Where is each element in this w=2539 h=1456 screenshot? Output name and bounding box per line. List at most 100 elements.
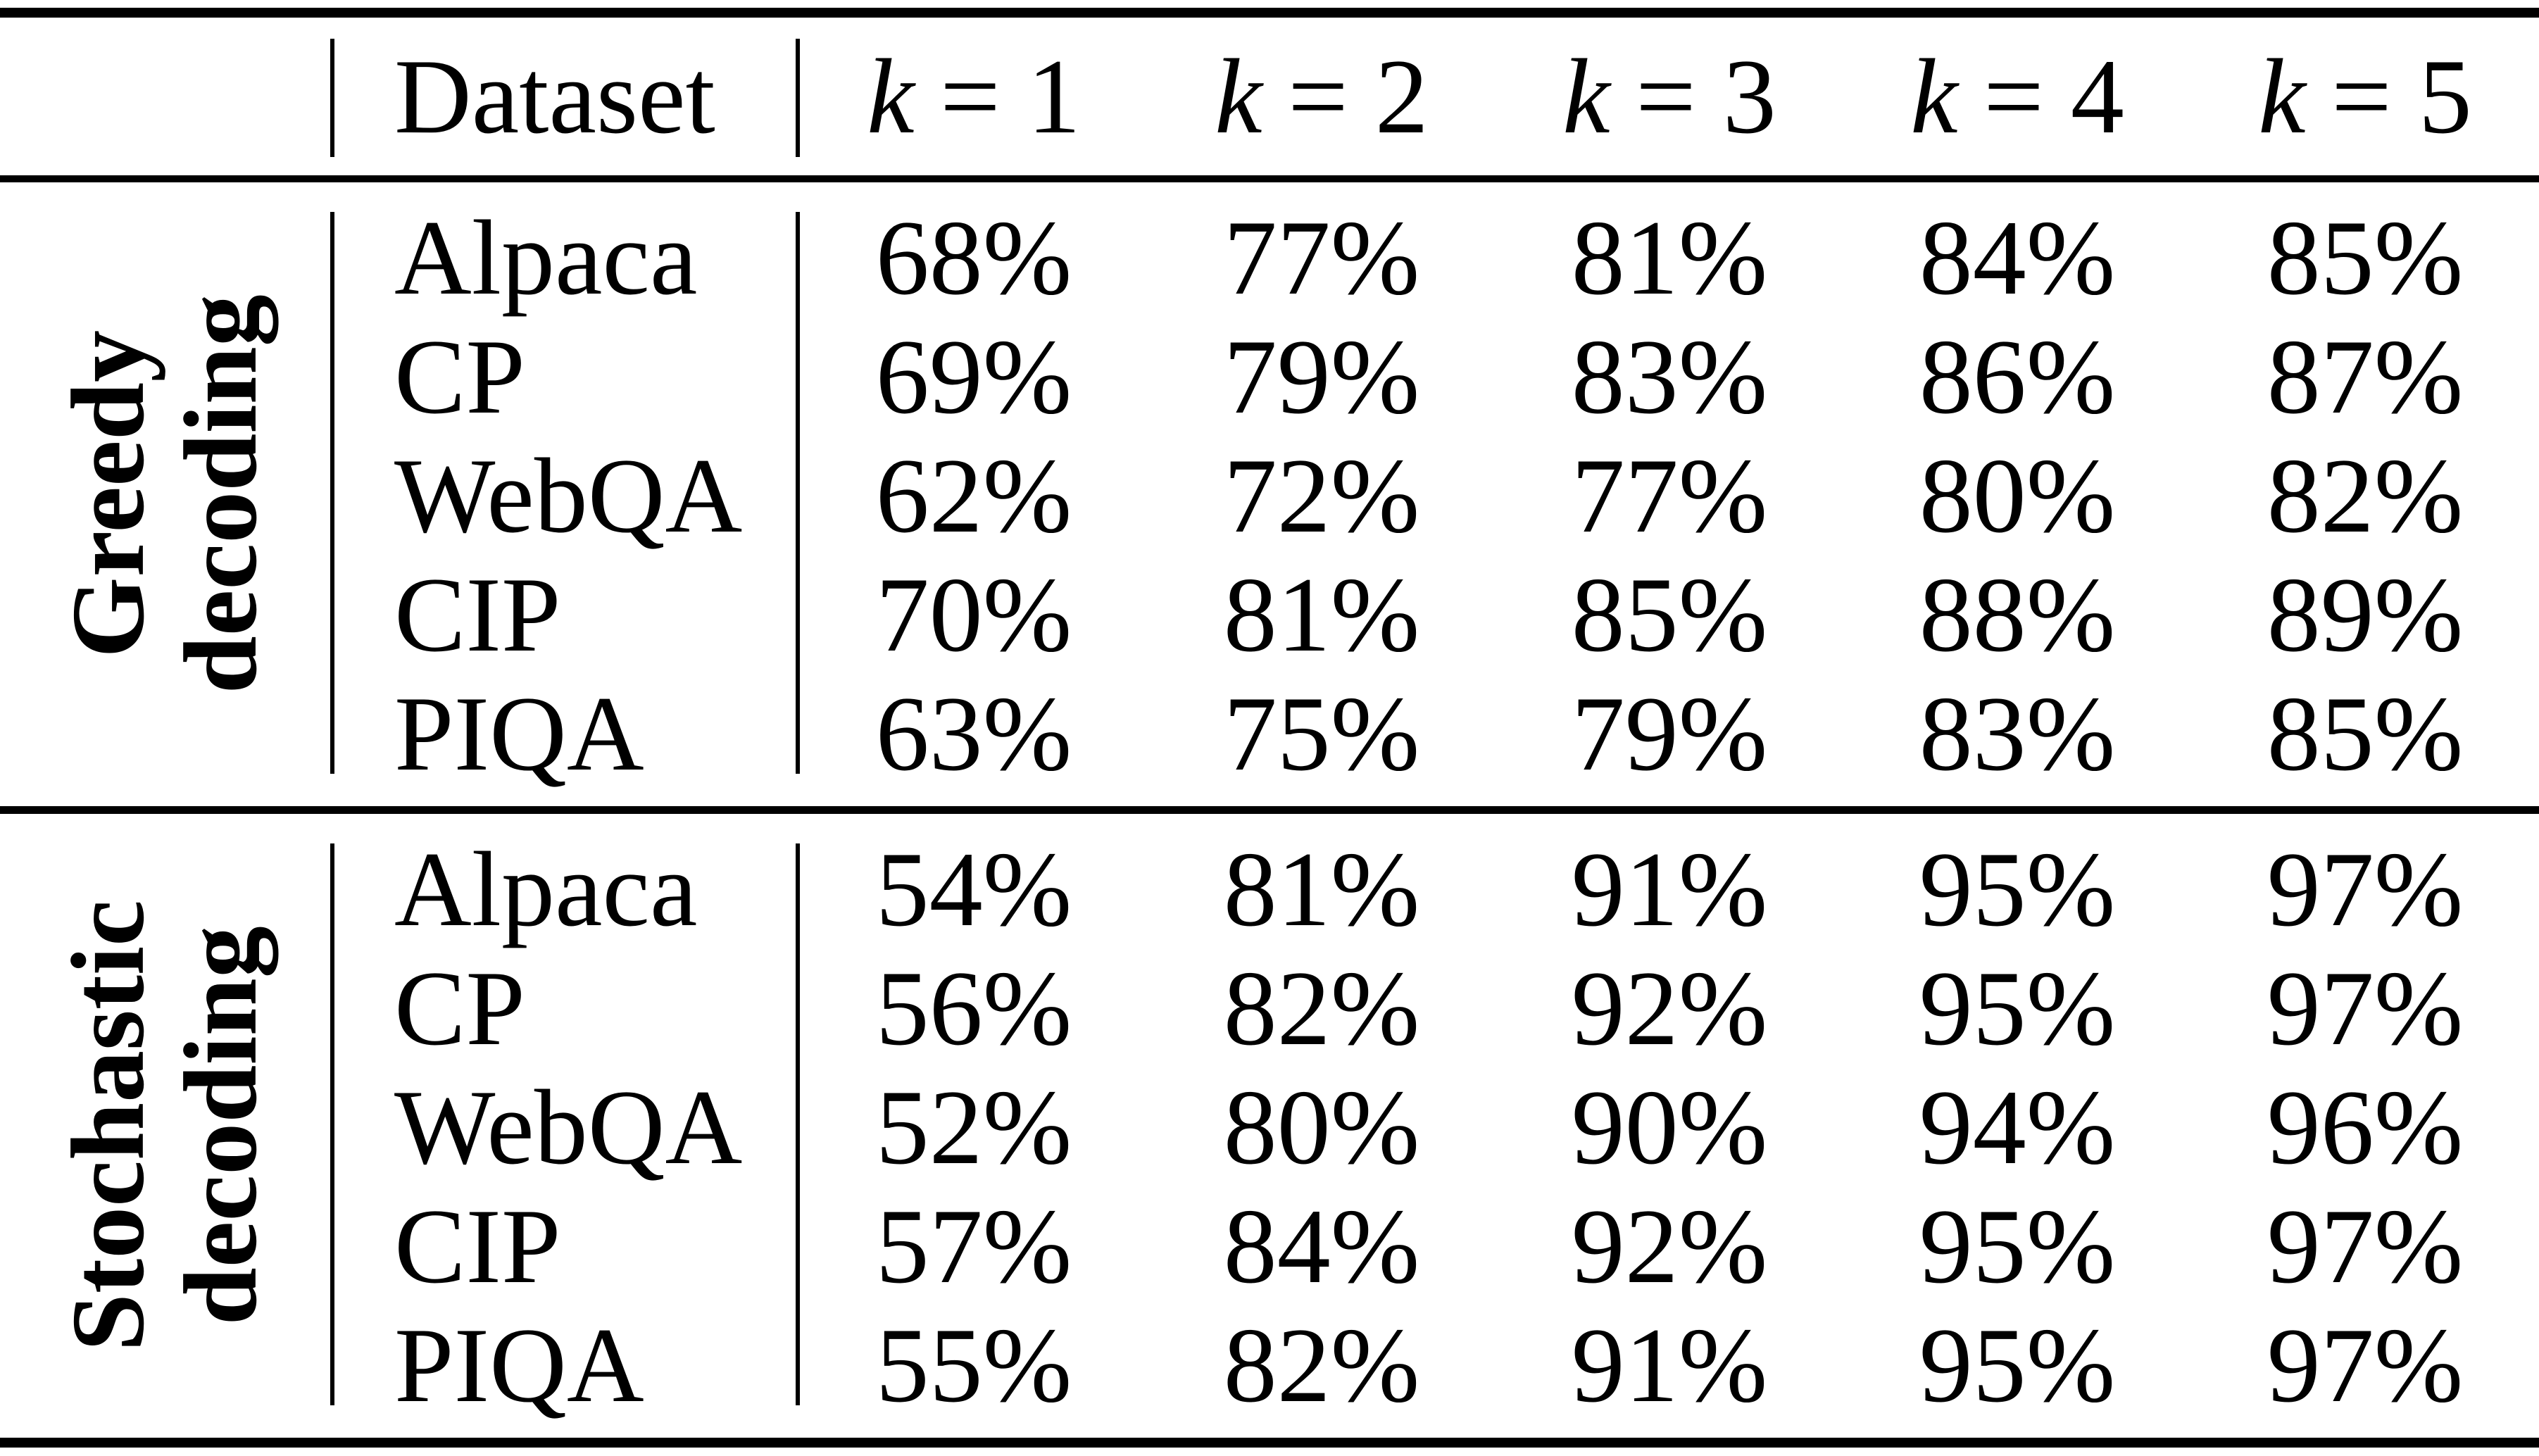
value-cell: 56% bbox=[875, 948, 1072, 1067]
value-cell: 95% bbox=[1919, 1306, 2116, 1425]
dataset-cell: Alpaca bbox=[394, 829, 698, 948]
k-variable: k bbox=[1910, 37, 1958, 156]
header-k5-cell: k = 5 bbox=[2191, 35, 2539, 158]
value-cell: 79% bbox=[1571, 674, 1768, 793]
section-stochastic-decoding: Stochastic decoding Alpaca 54% 81% 91% 9… bbox=[0, 814, 2539, 1438]
value-cell: 81% bbox=[1571, 198, 1768, 317]
dataset-cell: CIP bbox=[394, 1187, 561, 1306]
value-cell: 89% bbox=[2267, 556, 2464, 674]
value-cell: 85% bbox=[2267, 674, 2464, 793]
header-bottom-rule bbox=[0, 175, 2539, 182]
value-cell: 63% bbox=[875, 674, 1072, 793]
table-row: CIP 70% 81% 85% 88% 89% bbox=[0, 556, 2539, 674]
value-cell: 80% bbox=[1223, 1068, 1420, 1186]
table-row: WebQA 52% 80% 90% 94% 96% bbox=[0, 1067, 2539, 1186]
k-variable: k bbox=[867, 37, 915, 156]
value-cell: 87% bbox=[2267, 317, 2464, 436]
value-cell: 84% bbox=[1223, 1187, 1420, 1306]
header-k1-cell: k = 1 bbox=[800, 35, 1148, 158]
value-cell: 92% bbox=[1571, 1187, 1768, 1306]
value-cell: 83% bbox=[1571, 317, 1768, 436]
section-divider-rule bbox=[0, 806, 2539, 814]
vertical-rule bbox=[330, 212, 334, 774]
value-cell: 95% bbox=[1919, 948, 2116, 1067]
vertical-rule bbox=[796, 212, 800, 774]
value-cell: 55% bbox=[875, 1306, 1072, 1425]
value-cell: 90% bbox=[1571, 1068, 1768, 1186]
value-cell: 86% bbox=[1919, 317, 2116, 436]
dataset-cell: PIQA bbox=[394, 674, 644, 793]
value-cell: 95% bbox=[1919, 1187, 2116, 1306]
value-cell: 83% bbox=[1919, 674, 2116, 793]
k-equals-value: = 4 bbox=[1983, 37, 2124, 156]
table-row: CIP 57% 84% 92% 95% 97% bbox=[0, 1187, 2539, 1306]
value-cell: 72% bbox=[1223, 437, 1420, 555]
value-cell: 85% bbox=[1571, 556, 1768, 674]
top-rule bbox=[0, 8, 2539, 18]
table-row: CP 69% 79% 83% 86% 87% bbox=[0, 317, 2539, 436]
value-cell: 79% bbox=[1223, 317, 1420, 436]
table-row: CP 56% 82% 92% 95% 97% bbox=[0, 948, 2539, 1067]
dataset-cell: CP bbox=[394, 948, 525, 1067]
header-k2-cell: k = 2 bbox=[1148, 35, 1496, 158]
bottom-rule bbox=[0, 1438, 2539, 1448]
value-cell: 97% bbox=[2267, 948, 2464, 1067]
value-cell: 88% bbox=[1919, 556, 2116, 674]
vertical-rule bbox=[330, 39, 334, 157]
value-cell: 62% bbox=[875, 437, 1072, 555]
vertical-rule bbox=[796, 843, 800, 1405]
value-cell: 84% bbox=[1919, 198, 2116, 317]
value-cell: 75% bbox=[1223, 674, 1420, 793]
value-cell: 68% bbox=[875, 198, 1072, 317]
vertical-rule bbox=[796, 39, 800, 157]
table-row: PIQA 63% 75% 79% 83% 85% bbox=[0, 674, 2539, 793]
value-cell: 91% bbox=[1571, 1306, 1768, 1425]
header-dataset-label: Dataset bbox=[394, 37, 715, 156]
vertical-rule bbox=[330, 843, 334, 1405]
dataset-cell: WebQA bbox=[394, 437, 743, 555]
header-row: Dataset k = 1 k = 2 k = 3 k = 4 k = 5 bbox=[0, 18, 2539, 175]
k-equals-value: = 5 bbox=[2331, 37, 2472, 156]
section-greedy-decoding: Greedy decoding Alpaca 68% 77% 81% 84% 8… bbox=[0, 182, 2539, 806]
value-cell: 97% bbox=[2267, 829, 2464, 948]
dataset-cell: WebQA bbox=[394, 1068, 743, 1186]
table-row: PIQA 55% 82% 91% 95% 97% bbox=[0, 1306, 2539, 1425]
value-cell: 70% bbox=[875, 556, 1072, 674]
dataset-cell: Alpaca bbox=[394, 198, 698, 317]
value-cell: 82% bbox=[1223, 1306, 1420, 1425]
k-variable: k bbox=[2258, 37, 2306, 156]
value-cell: 95% bbox=[1919, 829, 2116, 948]
value-cell: 77% bbox=[1223, 198, 1420, 317]
value-cell: 52% bbox=[875, 1068, 1072, 1186]
dataset-cell: CP bbox=[394, 317, 525, 436]
value-cell: 80% bbox=[1919, 437, 2116, 555]
k-variable: k bbox=[1562, 37, 1610, 156]
value-cell: 94% bbox=[1919, 1068, 2116, 1186]
value-cell: 97% bbox=[2267, 1306, 2464, 1425]
value-cell: 57% bbox=[875, 1187, 1072, 1306]
dataset-cell: PIQA bbox=[394, 1306, 644, 1425]
value-cell: 69% bbox=[875, 317, 1072, 436]
value-cell: 81% bbox=[1223, 829, 1420, 948]
k-equals-value: = 1 bbox=[940, 37, 1081, 156]
header-k3-cell: k = 3 bbox=[1496, 35, 1843, 158]
value-cell: 54% bbox=[875, 829, 1072, 948]
value-cell: 85% bbox=[2267, 198, 2464, 317]
header-k4-cell: k = 4 bbox=[1843, 35, 2191, 158]
value-cell: 81% bbox=[1223, 556, 1420, 674]
table-row: WebQA 62% 72% 77% 80% 82% bbox=[0, 436, 2539, 555]
value-cell: 92% bbox=[1571, 948, 1768, 1067]
value-cell: 97% bbox=[2267, 1187, 2464, 1306]
dataset-cell: CIP bbox=[394, 556, 561, 674]
value-cell: 82% bbox=[1223, 948, 1420, 1067]
k-variable: k bbox=[1215, 37, 1262, 156]
table-row: Alpaca 54% 81% 91% 95% 97% bbox=[0, 829, 2539, 948]
value-cell: 96% bbox=[2267, 1068, 2464, 1186]
k-equals-value: = 3 bbox=[1636, 37, 1776, 156]
table-row: Alpaca 68% 77% 81% 84% 85% bbox=[0, 198, 2539, 317]
value-cell: 91% bbox=[1571, 829, 1768, 948]
value-cell: 77% bbox=[1571, 437, 1768, 555]
value-cell: 82% bbox=[2267, 437, 2464, 555]
k-equals-value: = 2 bbox=[1288, 37, 1429, 156]
